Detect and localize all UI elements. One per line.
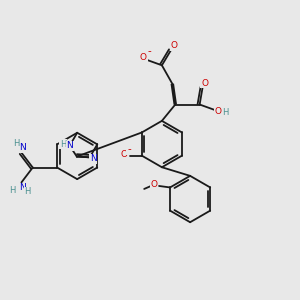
Text: -: - xyxy=(148,46,151,56)
Text: H: H xyxy=(223,108,229,117)
Text: -: - xyxy=(127,144,131,154)
Text: N: N xyxy=(66,141,73,150)
Text: O: O xyxy=(201,79,208,88)
Text: O: O xyxy=(214,107,222,116)
Text: H: H xyxy=(13,139,19,148)
Text: N: N xyxy=(19,183,26,192)
Text: O: O xyxy=(170,41,177,50)
Text: H: H xyxy=(60,140,66,149)
Text: H: H xyxy=(24,188,31,196)
Text: H: H xyxy=(9,186,15,195)
Text: N: N xyxy=(90,154,97,163)
Text: N: N xyxy=(19,143,26,152)
Text: O: O xyxy=(140,53,147,62)
Text: O: O xyxy=(121,150,128,159)
Text: O: O xyxy=(151,180,158,189)
